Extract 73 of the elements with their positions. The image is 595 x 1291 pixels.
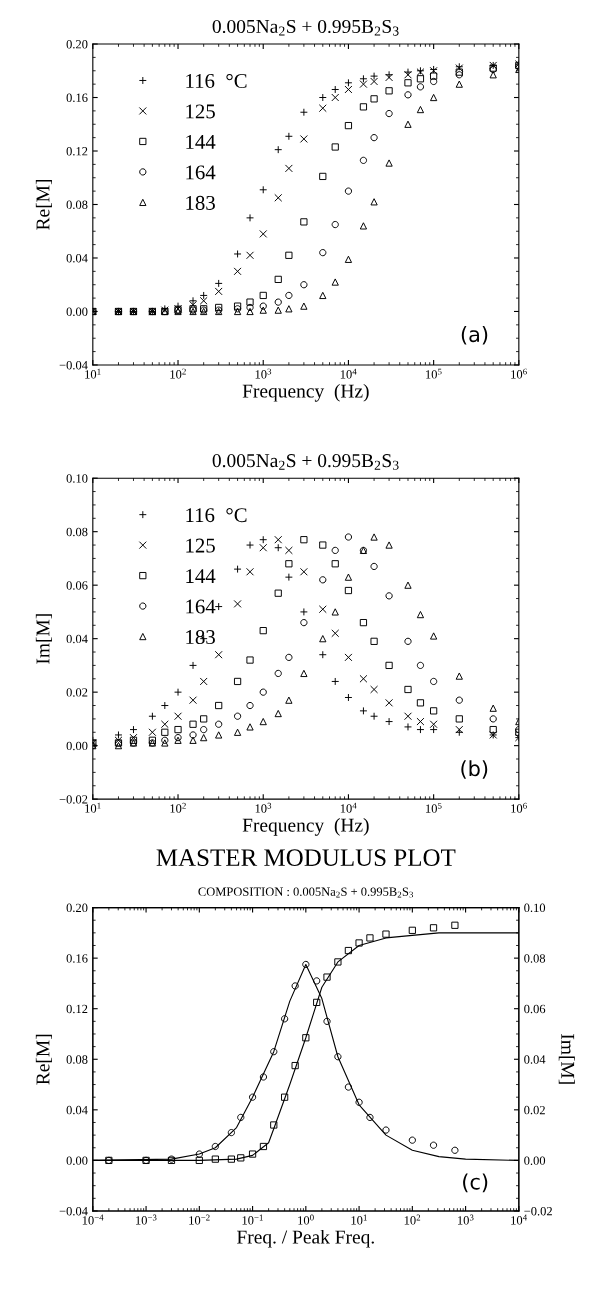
y-tick-label: 0.08 <box>66 527 88 537</box>
y2-tick-label: 0.06 <box>524 1004 546 1014</box>
legend-label: 183 <box>186 630 215 645</box>
chart-title: 0.005Na$_{2}$S + 0.995B$_{2}$S$_{3}$ <box>212 454 399 470</box>
y-tick-label: 0.16 <box>66 954 88 963</box>
x-tick-label: 10$^{4}$ <box>340 802 357 813</box>
y-axis-title: Re[M] <box>35 1034 52 1085</box>
y2-tick-label: 0.08 <box>524 954 546 963</box>
x-tick-label: 10$^{−3}$ <box>136 1214 157 1225</box>
legend-label: 164 <box>186 165 216 180</box>
y-tick-label: 0.00 <box>66 307 88 316</box>
annotation: (a) <box>461 326 488 345</box>
legend-label: 144 <box>186 569 216 583</box>
x-tick-label: 10$^{5}$ <box>426 368 442 379</box>
y-tick-label: 0.06 <box>66 581 88 590</box>
x-tick-label: 10$^{1}$ <box>85 802 101 813</box>
y-tick-label: 0.16 <box>66 93 88 103</box>
y-tick-label: −0.04 <box>59 1206 88 1216</box>
y-axis-title: Im[M] <box>35 614 52 664</box>
y2-tick-label: 0.02 <box>524 1105 545 1115</box>
legend-label: 116 °C <box>186 73 247 88</box>
chart-title: MASTER MODULUS PLOT <box>156 849 456 867</box>
x-axis-title: Freq. / Peak Freq. <box>237 1229 374 1248</box>
y-tick-label: 0.02 <box>66 688 88 697</box>
x-tick-label: 10$^{−2}$ <box>189 1214 210 1225</box>
y2-tick-label: 0.04 <box>524 1055 546 1064</box>
y-tick-label: 0.08 <box>66 1055 88 1064</box>
y-tick-label: 0.20 <box>66 40 88 49</box>
x-tick-label: 10$^{2}$ <box>404 1214 421 1225</box>
y-axis-title: Re[M] <box>35 180 52 230</box>
y2-axis-title: Im[M] <box>558 1034 575 1084</box>
y-tick-label: 0.04 <box>66 634 88 644</box>
y-tick-label: 0.12 <box>66 1004 88 1014</box>
x-tick-label: 10$^{2}$ <box>170 802 186 813</box>
x-tick-label: 10$^{2}$ <box>170 368 186 379</box>
x-tick-label: 10$^{4}$ <box>340 368 357 379</box>
annotation: (c) <box>463 1173 488 1193</box>
legend-label: 125 <box>186 104 215 119</box>
y-tick-label: 0.10 <box>66 474 88 483</box>
x-tick-label: 10$^{3}$ <box>255 368 272 379</box>
x-axis-title: Frequency (Hz) <box>242 383 369 402</box>
x-tick-label: 10$^{4}$ <box>511 1214 527 1225</box>
x-tick-label: 10$^{6}$ <box>511 368 527 379</box>
x-tick-label: 10$^{5}$ <box>426 802 442 813</box>
chart-subtitle: COMPOSITION : 0.005Na$_{2}$S + 0.995B$_{2}$S$_{3}$ <box>198 887 414 898</box>
y2-tick-label: −0.02 <box>524 1206 552 1216</box>
y-tick-label: −0.04 <box>59 360 88 370</box>
y-tick-label: −0.02 <box>59 795 88 804</box>
y2-tick-label: 0.00 <box>524 1156 546 1165</box>
x-tick-label: 10$^{3}$ <box>458 1214 474 1225</box>
x-axis-title: Frequency (Hz) <box>242 818 369 836</box>
x-tick-label: 10$^{1}$ <box>85 368 101 379</box>
y2-tick-label: 0.10 <box>524 903 546 913</box>
annotation: (b) <box>461 760 488 779</box>
y-tick-label: 0.04 <box>66 254 88 263</box>
x-tick-label: 10$^{0}$ <box>298 1214 314 1225</box>
x-tick-label: 10$^{−4}$ <box>82 1214 104 1225</box>
y-tick-label: 0.20 <box>66 903 88 913</box>
x-tick-label: 10$^{6}$ <box>511 802 527 813</box>
y-tick-label: 0.04 <box>66 1105 88 1115</box>
x-tick-label: 10$^{−1}$ <box>242 1214 263 1225</box>
legend-label: 144 <box>186 134 216 149</box>
legend-label: 164 <box>186 599 216 614</box>
x-tick-label: 10$^{1}$ <box>351 1214 367 1225</box>
legend-label: 183 <box>186 195 215 210</box>
legend-label: 116 °C <box>186 508 247 523</box>
y-tick-label: 0.00 <box>66 741 88 751</box>
y-tick-label: 0.08 <box>66 200 88 210</box>
legend-label: 125 <box>186 538 215 553</box>
x-tick-label: 10$^{3}$ <box>255 802 272 813</box>
y-tick-label: 0.00 <box>66 1156 88 1165</box>
chart-title: 0.005Na$_{2}$S + 0.995B$_{2}$S$_{3}$ <box>212 19 399 36</box>
y-tick-label: 0.12 <box>66 147 88 156</box>
